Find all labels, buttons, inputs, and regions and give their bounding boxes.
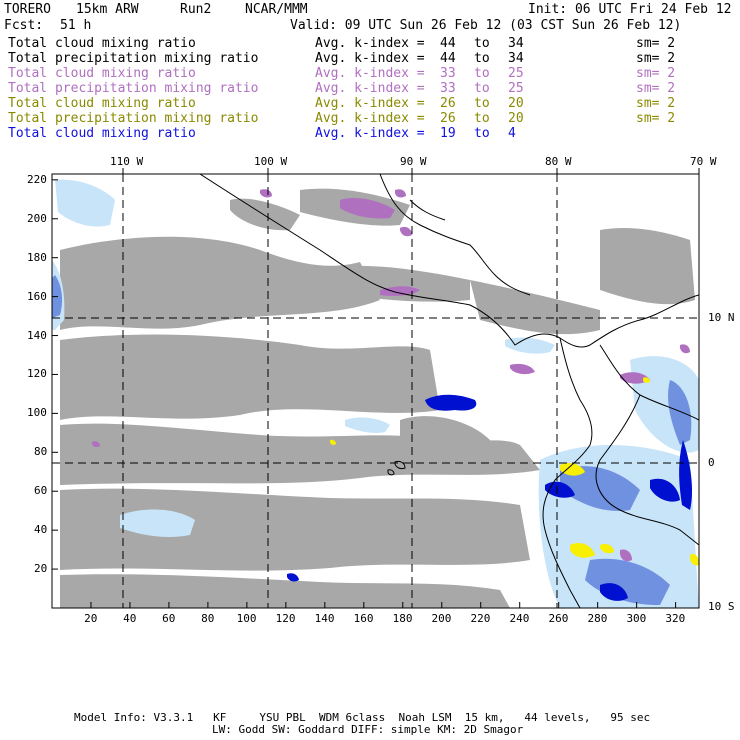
x-tick-label: 20: [84, 612, 98, 625]
legend-k-to: 25: [508, 66, 524, 81]
legend-field: Total precipitation mixing ratio: [8, 111, 259, 126]
header-model: TORERO: [4, 2, 51, 17]
x-tick-label: 140: [314, 612, 335, 625]
x-tick-label: 60: [162, 612, 176, 625]
legend-k-from: 19: [440, 126, 456, 141]
x-tick-label: 280: [587, 612, 608, 625]
x-tick-label: 300: [626, 612, 647, 625]
footer-physics-info: LW: Godd SW: Goddard DIFF: simple KM: 2D…: [212, 723, 524, 736]
coastline-layer: [199, 174, 699, 608]
y-tick-label: 180: [27, 250, 47, 264]
legend-sm: sm= 2: [636, 36, 676, 51]
lon-label-90w: 90 W: [400, 155, 427, 168]
legend-k-to: 25: [508, 81, 524, 96]
header-valid: Valid: 09 UTC Sun 26 Feb 12 (03 CST Sun …: [290, 18, 682, 33]
header-org: NCAR/MMM: [245, 2, 308, 17]
lat-label-0: 0: [708, 456, 715, 469]
y-tick-label: 60: [34, 484, 48, 498]
legend-field: Total cloud mixing ratio: [8, 96, 196, 111]
legend-sm: sm= 2: [636, 51, 676, 66]
cloud-field: [52, 174, 699, 608]
legend-to: to: [474, 66, 490, 81]
legend-field: Total cloud mixing ratio: [8, 126, 196, 141]
legend-k-from: 26: [440, 96, 456, 111]
header-init: Init: 06 UTC Fri 24 Feb 12: [528, 2, 732, 17]
legend-field: Total precipitation mixing ratio: [8, 81, 259, 96]
y-tick-marks: [52, 179, 58, 570]
legend-to: to: [474, 81, 490, 96]
legend-avg-label: Avg. k-index =: [315, 66, 425, 81]
footer-model-info: Model Info: V3.3.1 KF YSU PBL WDM 6class…: [74, 711, 651, 724]
x-tick-label: 200: [431, 612, 452, 625]
legend-sm: sm= 2: [636, 66, 676, 81]
y-tick-label: 20: [34, 562, 48, 576]
y-tick-label: 100: [27, 406, 47, 420]
legend-k-to: 20: [508, 111, 524, 126]
y-tick-label: 80: [34, 445, 48, 459]
lon-label-80w: 80 W: [545, 155, 572, 168]
legend-k-to: 20: [508, 96, 524, 111]
legend-k-from: 33: [440, 81, 456, 96]
legend-k-from: 44: [440, 36, 456, 51]
graticule: [52, 174, 699, 608]
legend-to: to: [474, 51, 490, 66]
header-fcst-value: 51 h: [60, 18, 92, 33]
header-run: Run2: [180, 2, 212, 17]
x-tick-marks: [90, 602, 677, 608]
x-tick-label: 240: [509, 612, 530, 625]
purple-cloud-layer: [92, 189, 690, 562]
legend-k-from: 33: [440, 66, 456, 81]
lat-label-10s: 10 S: [708, 600, 735, 613]
x-tick-label: 220: [470, 612, 491, 625]
legend-k-from: 44: [440, 51, 456, 66]
y-tick-label: 140: [27, 328, 47, 342]
legend-avg-label: Avg. k-index =: [315, 51, 425, 66]
legend-to: to: [474, 111, 490, 126]
x-tick-label: 260: [548, 612, 569, 625]
legend-k-to: 4: [508, 126, 516, 141]
lon-label-110w: 110 W: [110, 155, 144, 168]
lon-label-70w: 70 W: [690, 155, 717, 168]
legend-sm: sm= 2: [636, 81, 676, 96]
legend-sm: sm= 2: [636, 96, 676, 111]
legend-field: Total precipitation mixing ratio: [8, 51, 259, 66]
header-resolution: 15km ARW: [76, 2, 139, 17]
legend-avg-label: Avg. k-index =: [315, 81, 425, 96]
x-tick-label: 80: [201, 612, 215, 625]
legend-avg-label: Avg. k-index =: [315, 111, 425, 126]
y-tick-label: 160: [27, 289, 47, 303]
yellow-cloud-layer: [330, 377, 699, 566]
header-fcst-label: Fcst:: [4, 18, 44, 33]
legend-to: to: [474, 36, 490, 51]
legend-avg-label: Avg. k-index =: [315, 126, 425, 141]
x-tick-label: 160: [353, 612, 374, 625]
y-tick-label: 120: [27, 367, 47, 381]
y-tick-label: 40: [34, 523, 48, 537]
legend-field: Total cloud mixing ratio: [8, 66, 196, 81]
gray-cloud-layer: [60, 188, 695, 608]
legend-sm: sm= 2: [636, 111, 676, 126]
legend-to: to: [474, 126, 490, 141]
legend-k-from: 26: [440, 111, 456, 126]
x-tick-label: 180: [392, 612, 413, 625]
dark-blue-cloud-layer: [287, 394, 693, 601]
lon-tick-marks: [122, 168, 700, 174]
x-tick-label: 100: [236, 612, 257, 625]
x-tick-label: 120: [275, 612, 296, 625]
x-tick-label: 40: [123, 612, 137, 625]
legend-k-to: 34: [508, 36, 524, 51]
y-tick-label: 220: [27, 172, 47, 186]
x-tick-label: 320: [665, 612, 686, 625]
y-tick-label: 200: [27, 211, 47, 225]
lon-label-100w: 100 W: [254, 155, 288, 168]
legend-avg-label: Avg. k-index =: [315, 36, 425, 51]
legend-field: Total cloud mixing ratio: [8, 36, 196, 51]
plot-frame: [51, 173, 700, 609]
legend-avg-label: Avg. k-index =: [315, 96, 425, 111]
lat-label-10n: 10 N: [708, 311, 735, 324]
legend-to: to: [474, 96, 490, 111]
legend-k-to: 34: [508, 51, 524, 66]
